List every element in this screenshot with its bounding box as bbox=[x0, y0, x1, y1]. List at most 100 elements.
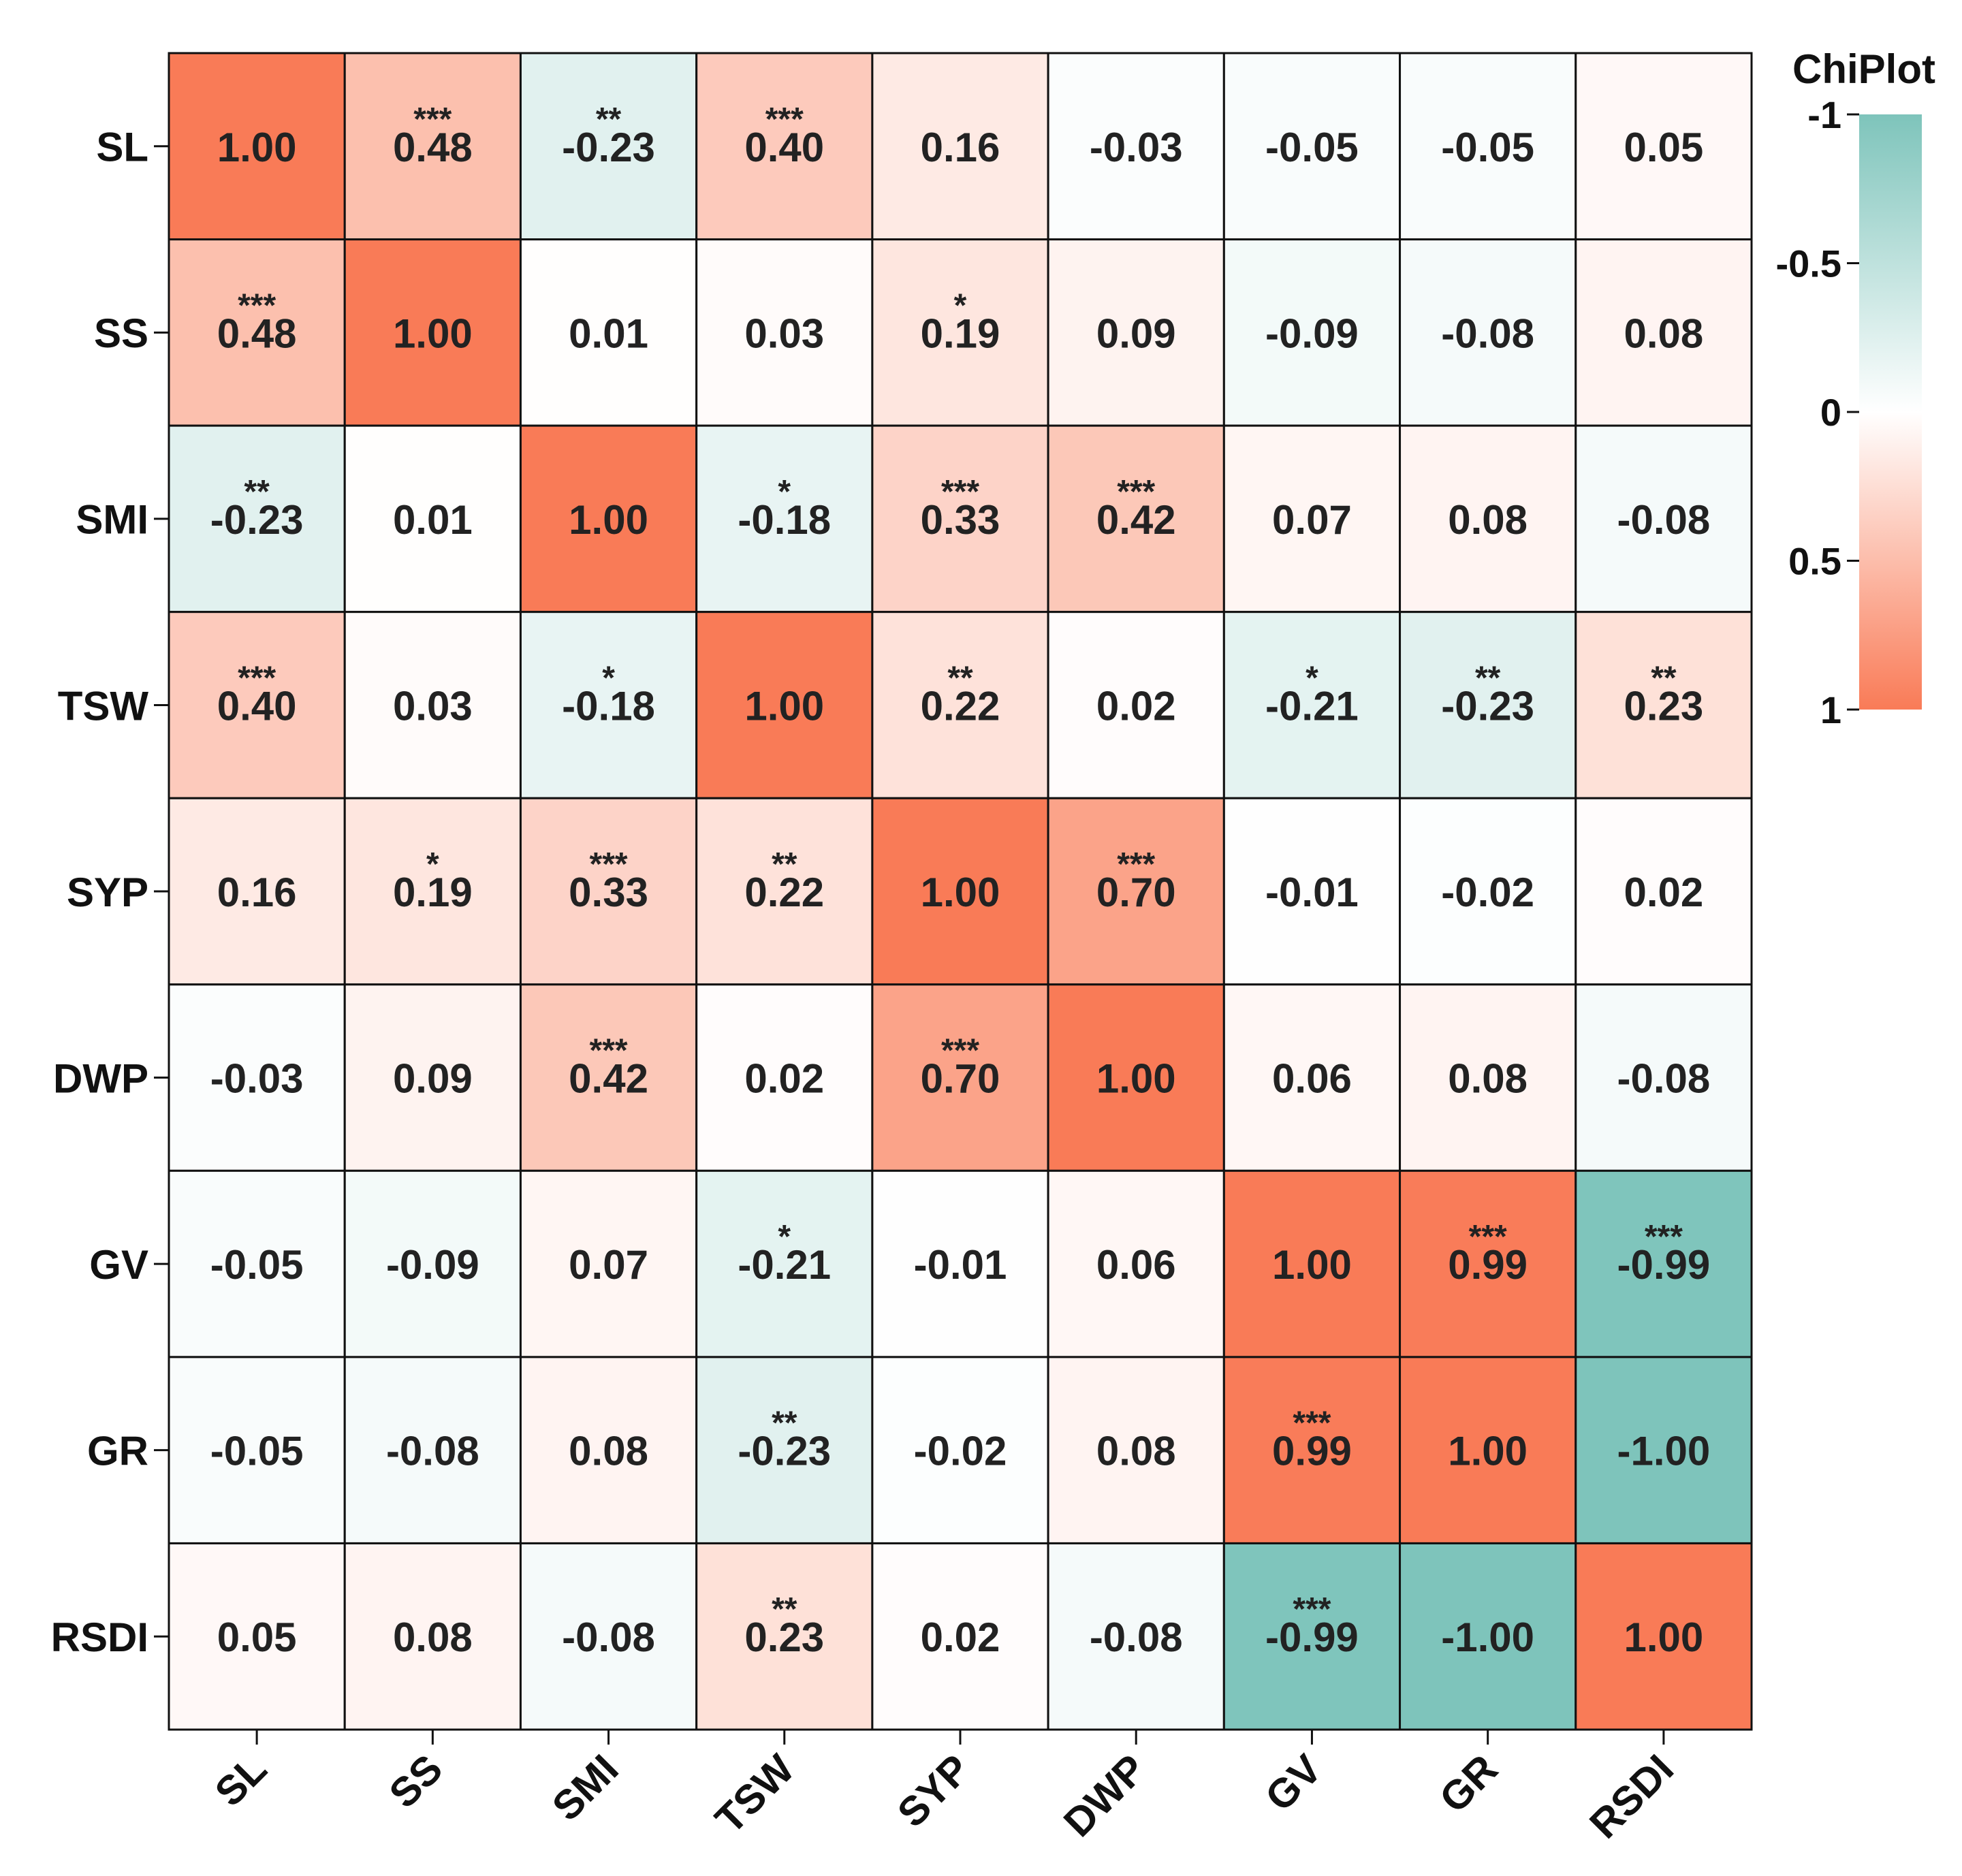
heatmap-cell-RSDI-SL bbox=[168, 1542, 346, 1731]
heatmap-cell-DWP-DWP bbox=[1047, 983, 1225, 1172]
y-tick-label-GR: GR bbox=[87, 1429, 148, 1474]
x-tick-label-DWP: DWP bbox=[1055, 1746, 1154, 1845]
cell-significance-SYP-SS: * bbox=[426, 846, 439, 883]
cell-value-SYP-SMI: 0.33 bbox=[569, 870, 648, 915]
cell-significance-DWP-SYP: *** bbox=[941, 1033, 979, 1069]
heatmap-cell-SL-TSW bbox=[695, 52, 874, 241]
colorbar-legend: ChiPlot -1 -0.5 0 0.5 1 bbox=[1776, 46, 1935, 731]
y-tick-label-RSDI: RSDI bbox=[51, 1615, 148, 1660]
heatmap-cell-SL-SS bbox=[343, 52, 522, 241]
cell-value-GV-DWP: 0.06 bbox=[1096, 1242, 1176, 1288]
cell-significance-SYP-TSW: ** bbox=[772, 846, 797, 883]
heatmap-cell-TSW-RSDI bbox=[1575, 611, 1753, 799]
heatmap-cell-RSDI-DWP bbox=[1047, 1542, 1225, 1731]
cell-value-SYP-RSDI: 0.02 bbox=[1624, 870, 1703, 915]
heatmap-cell-GV-GV bbox=[1222, 1169, 1402, 1358]
cell-value-SL-SYP: 0.16 bbox=[921, 125, 1000, 170]
heatmap-cell-DWP-RSDI bbox=[1575, 983, 1753, 1172]
heatmap-cell-DWP-SMI bbox=[519, 983, 698, 1172]
cell-value-GV-GV: 1.00 bbox=[1272, 1242, 1352, 1288]
cell-value-DWP-DWP: 1.00 bbox=[1096, 1056, 1176, 1102]
colorbar-gradient bbox=[1859, 114, 1922, 710]
cell-value-SS-SS: 1.00 bbox=[393, 311, 473, 356]
x-tick-label-GR: GR bbox=[1431, 1746, 1506, 1822]
colorbar-tick-label-2: 0 bbox=[1820, 391, 1841, 434]
cell-value-GR-SL: -0.05 bbox=[210, 1429, 304, 1474]
heatmap-cell-SMI-SYP bbox=[871, 424, 1049, 614]
heatmap-cell-SL-GR bbox=[1399, 52, 1577, 241]
cell-value-DWP-TSW: 0.02 bbox=[744, 1056, 824, 1102]
heatmap-cell-RSDI-RSDI bbox=[1575, 1542, 1753, 1731]
cell-value-TSW-DWP: 0.02 bbox=[1096, 683, 1176, 729]
cell-value-SYP-SS: 0.19 bbox=[393, 870, 473, 915]
cell-value-GR-SYP: -0.02 bbox=[914, 1429, 1007, 1474]
heatmap-cell-RSDI-TSW bbox=[695, 1542, 874, 1731]
cell-value-GR-GV: 0.99 bbox=[1272, 1429, 1352, 1474]
cell-value-GV-SMI: 0.07 bbox=[569, 1242, 648, 1288]
heatmap-cell-SYP-DWP bbox=[1047, 797, 1225, 986]
cell-value-SYP-DWP: 0.70 bbox=[1096, 870, 1176, 915]
cell-value-SMI-TSW: -0.18 bbox=[738, 497, 831, 543]
cell-value-SL-SMI: -0.23 bbox=[562, 125, 655, 170]
y-tick-label-TSW: TSW bbox=[58, 683, 149, 729]
heatmap-cell-DWP-TSW bbox=[695, 983, 874, 1172]
cell-value-SS-DWP: 0.09 bbox=[1096, 311, 1176, 356]
cell-value-SYP-SYP: 1.00 bbox=[921, 870, 1000, 915]
cell-significance-SMI-SL: ** bbox=[244, 474, 270, 510]
cell-significance-TSW-SYP: ** bbox=[947, 660, 973, 696]
colorbar-tick-label-0: -1 bbox=[1807, 93, 1841, 136]
heatmap-cell-SS-RSDI bbox=[1575, 238, 1753, 427]
cell-value-GV-RSDI: -0.99 bbox=[1617, 1242, 1711, 1288]
cell-value-SS-RSDI: 0.08 bbox=[1624, 311, 1703, 356]
cell-significance-SYP-SMI: *** bbox=[590, 846, 628, 883]
heatmap-cell-SYP-SL bbox=[168, 797, 346, 986]
colorbar-title: ChiPlot bbox=[1792, 46, 1935, 92]
y-tick-label-SL: SL bbox=[96, 125, 148, 170]
cell-value-RSDI-RSDI: 1.00 bbox=[1624, 1615, 1703, 1660]
cell-significance-GR-TSW: ** bbox=[772, 1405, 797, 1442]
heatmap-cell-TSW-SS bbox=[343, 611, 522, 799]
heatmap-cell-TSW-GR bbox=[1399, 611, 1577, 799]
heatmap-cell-TSW-SL bbox=[168, 611, 346, 799]
cell-value-DWP-RSDI: -0.08 bbox=[1617, 1056, 1711, 1102]
x-tick-label-TSW: TSW bbox=[706, 1746, 803, 1843]
cell-significance-SS-SYP: * bbox=[954, 287, 967, 323]
cell-value-RSDI-SYP: 0.02 bbox=[921, 1615, 1000, 1660]
cell-value-SL-RSDI: 0.05 bbox=[1624, 125, 1703, 170]
cell-value-SL-SS: 0.48 bbox=[393, 125, 473, 170]
cell-value-SS-SL: 0.48 bbox=[217, 311, 297, 356]
cell-value-DWP-SS: 0.09 bbox=[393, 1056, 473, 1102]
cell-value-TSW-SS: 0.03 bbox=[393, 683, 473, 729]
cell-value-RSDI-SS: 0.08 bbox=[393, 1615, 473, 1660]
cell-value-GR-SMI: 0.08 bbox=[569, 1429, 648, 1474]
cell-value-SS-GV: -0.09 bbox=[1265, 311, 1359, 356]
heatmap-cell-SS-GR bbox=[1399, 238, 1577, 427]
colorbar-ticks: -1 -0.5 0 0.5 1 bbox=[1776, 93, 1859, 731]
cell-significance-GV-RSDI: *** bbox=[1645, 1219, 1683, 1255]
cell-value-GR-SS: -0.08 bbox=[386, 1429, 479, 1474]
x-tick-label-GV: GV bbox=[1256, 1746, 1331, 1820]
cell-significance-SMI-DWP: *** bbox=[1117, 474, 1155, 510]
heatmap-cell-SYP-SMI bbox=[519, 797, 698, 986]
heatmap-cell-SL-DWP bbox=[1047, 52, 1225, 241]
y-tick-label-GV: GV bbox=[89, 1242, 148, 1288]
cell-value-GR-RSDI: -1.00 bbox=[1617, 1429, 1711, 1474]
cell-significance-SL-SS: *** bbox=[413, 101, 452, 138]
heatmap-cell-GV-SMI bbox=[519, 1169, 698, 1358]
cell-value-TSW-GR: -0.23 bbox=[1441, 683, 1534, 729]
x-tick-label-SMI: SMI bbox=[543, 1746, 627, 1830]
y-tick-label-SS: SS bbox=[94, 311, 148, 356]
cell-significance-SMI-SYP: *** bbox=[941, 474, 979, 510]
cell-value-DWP-SMI: 0.42 bbox=[569, 1056, 648, 1102]
cell-value-SYP-GV: -0.01 bbox=[1265, 870, 1359, 915]
heatmap-cell-SYP-RSDI bbox=[1575, 797, 1753, 986]
heatmap-cell-DWP-SS bbox=[343, 983, 522, 1172]
heatmap-cell-SL-SYP bbox=[871, 52, 1049, 241]
heatmap-cell-DWP-SYP bbox=[871, 983, 1049, 1172]
heatmap-cell-RSDI-GV bbox=[1222, 1542, 1402, 1731]
heatmap-cell-SMI-SMI bbox=[519, 424, 698, 614]
cell-significance-TSW-SL: *** bbox=[238, 660, 276, 696]
heatmap-cell-GV-SS bbox=[343, 1169, 522, 1358]
cell-value-SMI-SS: 0.01 bbox=[393, 497, 473, 543]
